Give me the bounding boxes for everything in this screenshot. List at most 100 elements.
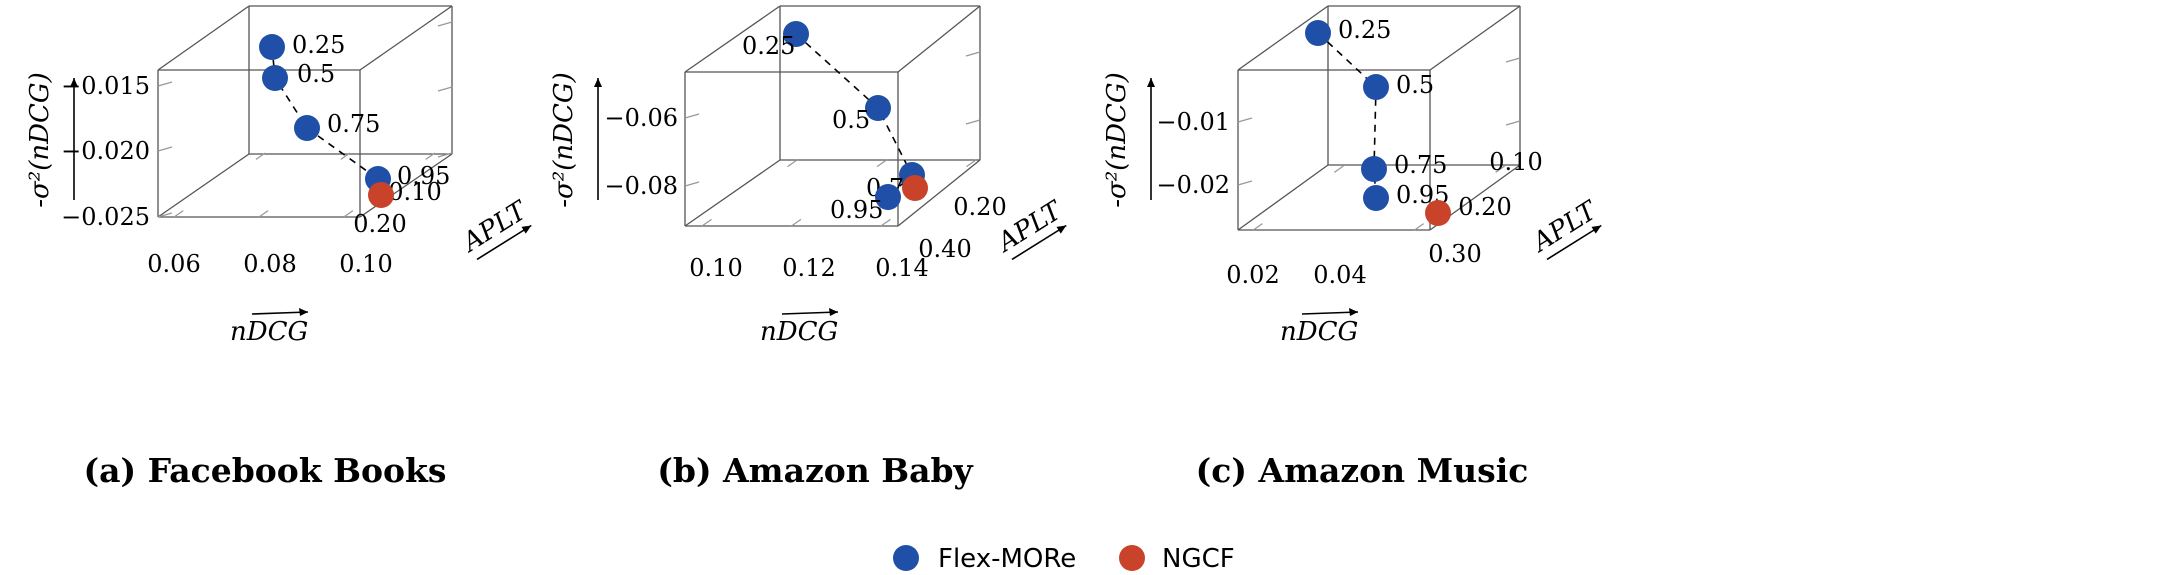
- x-tick-label: 0.04: [1313, 261, 1366, 289]
- series-line: [795, 33, 913, 198]
- y-axis-arrowhead: [1056, 225, 1067, 234]
- x-tick-label: 0.06: [147, 250, 200, 278]
- box-edge: [684, 159, 781, 227]
- legend: Flex-MORe NGCF: [893, 544, 1235, 574]
- data-point-flex-more: [865, 95, 891, 121]
- x-tick-mark: [1252, 223, 1263, 231]
- y-tick-label: 0.40: [918, 235, 971, 263]
- y-tick-label: 0.10: [1489, 148, 1542, 176]
- y-axis-label: APLT: [456, 195, 533, 261]
- data-label: 0.95: [397, 162, 450, 190]
- legend-marker-ngcf: [1119, 545, 1145, 571]
- x-axis-arrow: [251, 311, 309, 315]
- z-tick-label: −0.01: [1156, 108, 1230, 136]
- x-tick-label: 0.08: [243, 250, 296, 278]
- y-axis-arrowhead: [1591, 225, 1602, 234]
- z-tick-mark: [437, 152, 453, 158]
- data-point-ngcf: [1425, 200, 1451, 226]
- x-axis-label-text: nDCG: [230, 317, 308, 347]
- legend-label-ngcf: NGCF: [1162, 544, 1235, 574]
- y-tick-label: 0.10: [388, 178, 441, 206]
- z-tick-mark: [965, 119, 981, 125]
- z-tick-label: −0.06: [604, 104, 678, 132]
- data-point-ngcf: [368, 182, 394, 208]
- x-axis-arrow: [1301, 311, 1359, 315]
- x-tick-mark: [787, 159, 798, 168]
- data-label: 0.5: [297, 60, 335, 88]
- z-tick-label: −0.02: [1156, 171, 1230, 199]
- z-tick-mark: [157, 212, 173, 218]
- x-tick-mark: [1414, 223, 1425, 231]
- legend-label-flex-more: Flex-MORe: [938, 544, 1076, 574]
- data-point-flex-more: [875, 184, 901, 210]
- data-label: 0.25: [1338, 16, 1391, 44]
- z-tick-label: −0.08: [604, 172, 678, 200]
- x-tick-label: 0.12: [782, 254, 835, 282]
- z-tick-mark: [437, 21, 453, 27]
- x-tick-label: 0.10: [339, 250, 392, 278]
- box-edge: [1429, 5, 1521, 71]
- chart-panel-2: −0.06 −0.08 0.10 0.12 0.14 0.20 0.40 -σ²(nDCG) n…: [549, 5, 1068, 490]
- x-tick-mark: [966, 159, 977, 168]
- x-tick-mark: [880, 218, 891, 227]
- data-point-flex-more: [262, 65, 288, 91]
- y-axis-arrow: [1546, 224, 1602, 261]
- x-axis-label: nDCG: [230, 308, 308, 347]
- z-axis-label-text: -σ²(nDCG): [25, 72, 55, 208]
- box-edge: [157, 153, 250, 218]
- z-tick-mark: [1237, 117, 1253, 123]
- x-tick-mark: [255, 152, 266, 160]
- box-edge: [684, 5, 781, 73]
- data-label: 0.75: [327, 110, 380, 138]
- z-tick-mark: [1505, 120, 1521, 126]
- box-edge: [1237, 5, 1329, 71]
- data-label: 0.25: [742, 32, 795, 60]
- x-tick-label: 0.14: [875, 254, 928, 282]
- z-tick-mark: [684, 113, 700, 119]
- z-axis-arrowhead: [1147, 78, 1155, 87]
- z-tick-mark: [157, 146, 173, 152]
- z-axis-label: -σ²(nDCG): [1102, 72, 1155, 208]
- data-point-flex-more: [294, 115, 320, 141]
- tick-marks: [684, 51, 981, 227]
- z-axis-arrowhead: [70, 78, 78, 87]
- data-point-flex-more: [1363, 74, 1389, 100]
- data-point-ngcf: [902, 175, 928, 201]
- z-tick-mark: [965, 51, 981, 57]
- z-tick-label: −0.020: [61, 137, 150, 165]
- x-tick-mark: [340, 152, 351, 160]
- y-axis-arrow: [476, 224, 532, 261]
- box-edge: [1237, 164, 1329, 231]
- x-tick-mark: [1333, 165, 1344, 173]
- y-axis-arrow: [1011, 224, 1067, 261]
- y-tick-label: 0.30: [1428, 240, 1481, 268]
- data-label: 0.25: [292, 31, 345, 59]
- x-tick-mark: [791, 218, 802, 227]
- z-axis-arrowhead: [594, 78, 602, 87]
- box-edge: [157, 5, 250, 71]
- z-axis-label-text: -σ²(nDCG): [1102, 72, 1132, 208]
- x-tick-label: 0.10: [689, 254, 742, 282]
- data-point-flex-more: [783, 21, 809, 47]
- z-tick-mark: [684, 181, 700, 187]
- box-edge: [897, 159, 981, 227]
- panel-caption: (a) Facebook Books: [84, 451, 447, 490]
- box-edge: [359, 5, 453, 71]
- x-tick-mark: [876, 159, 887, 168]
- data-label: 0.95: [830, 196, 883, 224]
- z-tick-mark: [437, 86, 453, 92]
- z-axis-label: -σ²(nDCG): [549, 72, 602, 208]
- z-tick-label: −0.025: [61, 203, 150, 231]
- y-tick-label: 0.20: [353, 210, 406, 238]
- x-tick-mark: [425, 152, 436, 160]
- x-tick-mark: [701, 218, 712, 227]
- z-tick-mark: [1237, 180, 1253, 186]
- x-axis-label: nDCG: [1280, 308, 1358, 347]
- x-axis-arrowhead: [829, 308, 838, 316]
- y-axis-label: APLT: [1526, 195, 1603, 261]
- panel-caption: (c) Amazon Music: [1196, 451, 1529, 490]
- data-point-flex-more: [1361, 156, 1387, 182]
- data-label: 0.5: [1396, 71, 1434, 99]
